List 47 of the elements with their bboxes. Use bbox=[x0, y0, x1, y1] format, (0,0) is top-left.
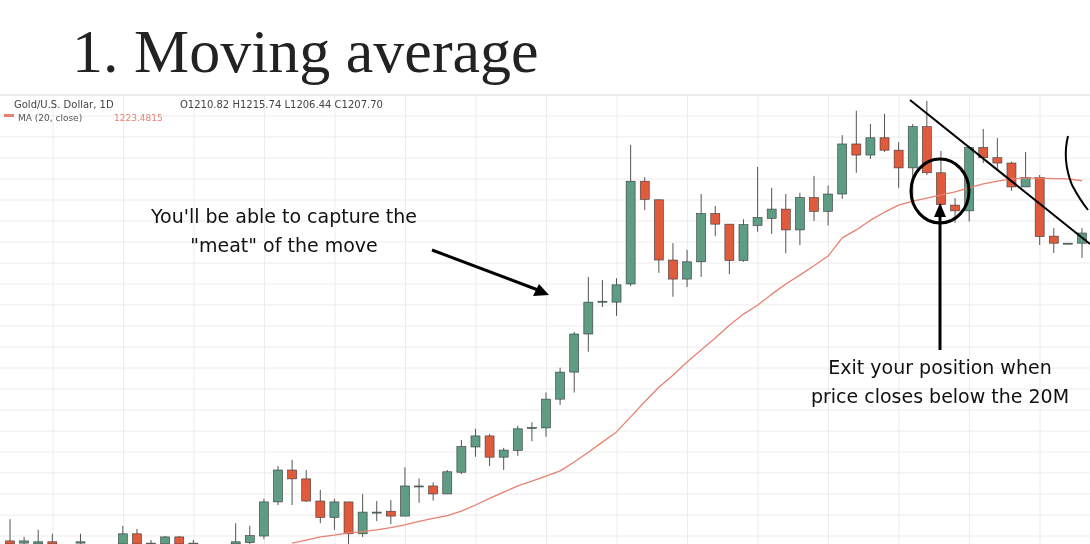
candlestick bbox=[668, 242, 678, 298]
candlestick bbox=[780, 193, 791, 254]
candlestick bbox=[710, 205, 721, 237]
candlestick bbox=[527, 421, 537, 442]
candlestick bbox=[851, 110, 862, 174]
candlestick bbox=[809, 175, 819, 222]
candlestick bbox=[146, 539, 156, 544]
candlestick bbox=[428, 481, 438, 502]
candlestick bbox=[414, 477, 424, 504]
candlestick bbox=[512, 425, 523, 457]
candlestick bbox=[682, 249, 692, 288]
candlestick bbox=[611, 277, 622, 317]
candlestick bbox=[357, 493, 368, 538]
candlestick bbox=[244, 525, 255, 544]
legend-label: MA (20, close) bbox=[18, 113, 83, 123]
candlestick bbox=[1020, 151, 1031, 188]
candlestick bbox=[639, 176, 650, 211]
candlestick bbox=[315, 489, 326, 524]
annotation: O1210.82 H1215.74 L1206.44 C1207.70 bbox=[180, 99, 383, 110]
candlestick bbox=[865, 123, 876, 160]
candlestick bbox=[752, 166, 763, 233]
annotation: You'll be able to capture the "meat" of the move bbox=[149, 205, 418, 256]
candlestick bbox=[766, 187, 777, 235]
candlestick bbox=[287, 459, 297, 506]
candlestick bbox=[301, 469, 312, 503]
candlestick bbox=[470, 428, 481, 458]
candlestick bbox=[484, 433, 495, 467]
annotation: Exit your position when price closes below the 20M bbox=[810, 356, 1070, 407]
candlestick bbox=[978, 128, 989, 164]
candlestick bbox=[371, 500, 382, 522]
candlestick bbox=[442, 469, 453, 495]
annotation: 1223.4815 bbox=[114, 113, 163, 123]
candlestick bbox=[879, 113, 890, 153]
chart-title: 1. Moving average bbox=[72, 17, 539, 85]
candlestick bbox=[823, 185, 833, 226]
candlestick bbox=[329, 498, 340, 531]
candlestick bbox=[5, 518, 15, 544]
candlestick bbox=[386, 499, 396, 525]
candlestick bbox=[597, 279, 608, 308]
candlestick bbox=[118, 525, 128, 544]
candlestick bbox=[1048, 227, 1059, 254]
candlestick bbox=[992, 137, 1003, 170]
candlestick bbox=[230, 522, 241, 544]
candlestick bbox=[498, 447, 509, 471]
chart-subtitle: Gold/U.S. Dollar, 1D bbox=[14, 99, 114, 110]
candlestick bbox=[893, 141, 904, 189]
candlestick bbox=[950, 197, 960, 224]
